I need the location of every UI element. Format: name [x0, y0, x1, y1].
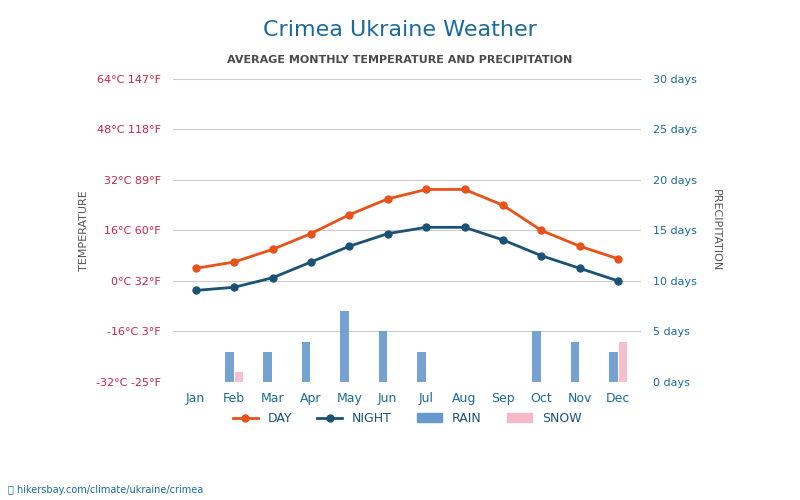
- Bar: [263, 352, 272, 382]
- Y-axis label: PRECIPITATION: PRECIPITATION: [711, 190, 721, 272]
- Bar: [532, 332, 541, 382]
- Legend: DAY, NIGHT, RAIN, SNOW: DAY, NIGHT, RAIN, SNOW: [227, 407, 586, 430]
- Bar: [234, 372, 243, 382]
- Bar: [225, 352, 234, 382]
- Text: 🔗 hikersbay.com/climate/ukraine/crimea: 🔗 hikersbay.com/climate/ukraine/crimea: [8, 485, 203, 495]
- Bar: [618, 342, 627, 382]
- Text: AVERAGE MONTHLY TEMPERATURE AND PRECIPITATION: AVERAGE MONTHLY TEMPERATURE AND PRECIPIT…: [227, 55, 573, 65]
- Bar: [378, 332, 387, 382]
- Bar: [609, 352, 618, 382]
- Text: Crimea Ukraine Weather: Crimea Ukraine Weather: [263, 20, 537, 40]
- Bar: [340, 312, 349, 382]
- Bar: [417, 352, 426, 382]
- Y-axis label: TEMPERATURE: TEMPERATURE: [79, 190, 89, 271]
- Bar: [302, 342, 310, 382]
- Bar: [570, 342, 579, 382]
